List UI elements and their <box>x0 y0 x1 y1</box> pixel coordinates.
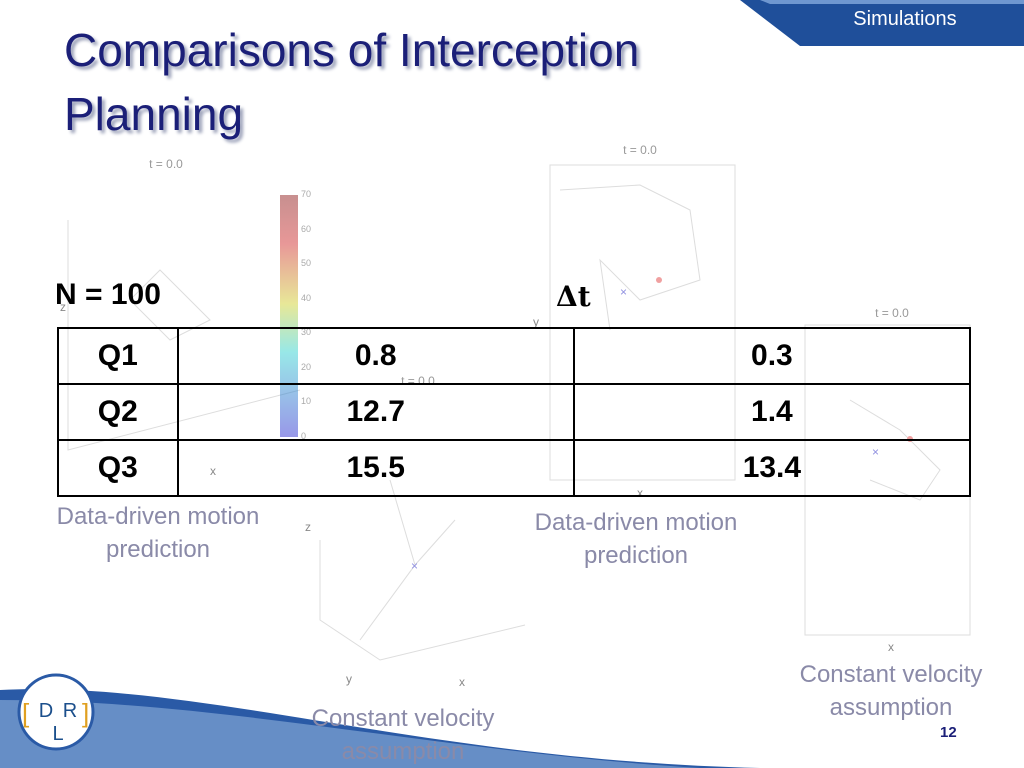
axis-label: z <box>60 300 66 314</box>
table-row: Q2 12.7 1.4 <box>57 383 972 441</box>
axis-label: y <box>346 672 352 686</box>
colorbar-tick: 40 <box>301 292 312 303</box>
table-value: 13.4 <box>572 439 972 497</box>
plot-time-label: t = 0.0 <box>875 306 909 320</box>
logo-bracket: ] <box>82 698 89 728</box>
section-label: Simulations <box>853 8 957 30</box>
plot-time-label: t = 0.0 <box>623 143 657 157</box>
footer-swoosh-light <box>0 700 700 768</box>
logo-bracket: [ <box>22 698 30 728</box>
table-row-label: Q3 <box>57 439 179 497</box>
table-value: 12.7 <box>176 383 575 441</box>
plot-caption: Data-driven motion prediction <box>534 509 738 569</box>
table-caption-right: Δt <box>556 280 591 313</box>
slide-title: Comparisons of Interception Planning <box>64 24 640 140</box>
axis-label: x <box>888 640 894 654</box>
colorbar-tick: 70 <box>301 189 312 199</box>
colorbar-tick: 50 <box>301 258 312 268</box>
table-row: Q3 15.5 13.4 <box>57 439 972 497</box>
axis-label: y <box>533 315 539 329</box>
plot-time-label: t = 0.0 <box>149 157 183 171</box>
colorbar-tick: 60 <box>301 223 312 234</box>
table-value: 0.3 <box>572 327 972 385</box>
page-number: 12 <box>940 724 957 741</box>
axis-label: z <box>305 520 311 534</box>
plot-caption: Constant velocity assumption <box>799 661 983 721</box>
logo-text: D R L <box>38 700 80 745</box>
interceptor-mark: × <box>411 559 418 573</box>
table-row: Q1 0.8 0.3 <box>57 327 972 385</box>
table-value: 1.4 <box>572 383 972 441</box>
table-row-label: Q1 <box>57 327 179 385</box>
table-caption-left: N = 100 <box>55 278 161 311</box>
plot-caption: Constant velocity assumption <box>311 705 495 765</box>
axis-label: x <box>459 675 465 689</box>
target-dot <box>656 277 662 283</box>
interceptor-mark: × <box>620 285 627 299</box>
section-tab <box>740 0 1024 46</box>
table-value: 15.5 <box>176 439 575 497</box>
table-value: 0.8 <box>176 327 575 385</box>
results-table: Q1 0.8 0.3 Q2 12.7 1.4 Q3 15.5 13.4 <box>57 327 972 497</box>
tab-highlight <box>760 0 1024 4</box>
table-row-label: Q2 <box>57 383 179 441</box>
logo-circle <box>17 673 95 751</box>
plot-caption: Data-driven motion prediction <box>56 503 260 563</box>
